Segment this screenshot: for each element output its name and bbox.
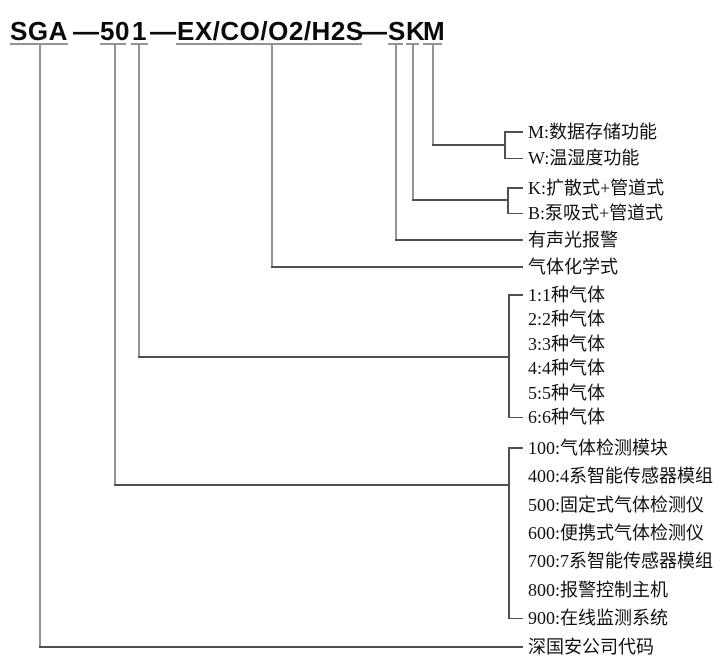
label-alarm: 有声光报警 <box>528 230 618 250</box>
connector-series <box>114 484 509 486</box>
underline-series <box>100 43 126 45</box>
code-sampling-segment: K <box>406 16 426 46</box>
connector-company <box>39 646 523 648</box>
underline-gas-list <box>176 43 362 45</box>
underline-sampling <box>406 43 419 45</box>
label-gas-count-4: 4:4种气体 <box>528 358 606 378</box>
bracket-gas-count-vertical <box>508 294 510 418</box>
bracket-gas-count-tick-top <box>508 294 523 296</box>
bracket-storage-tick-top <box>504 131 523 133</box>
label-gas-count-1: 1:1种气体 <box>528 285 606 305</box>
bracket-series-tick-bottom <box>508 617 523 619</box>
vertical-line-series <box>114 45 116 486</box>
label-company: 深国安公司代码 <box>528 637 654 657</box>
underline-company <box>10 43 68 45</box>
bracket-series-tick-top <box>508 447 523 449</box>
label-storage-option-m: M:数据存储功能 <box>528 122 658 142</box>
label-series-700: 700:7系智能传感器模组 <box>528 551 714 571</box>
label-gas-type: 气体化学式 <box>528 257 618 277</box>
label-series-900: 900:在线监测系统 <box>528 608 669 628</box>
label-gas-count-5: 5:5种气体 <box>528 383 606 403</box>
vertical-line-alarm <box>395 45 397 241</box>
vertical-line-gas-list <box>271 45 273 268</box>
bracket-storage-tick-bottom <box>504 157 523 159</box>
code-dash-2: — <box>150 16 176 46</box>
code-dash-3: — <box>361 16 387 46</box>
bracket-storage-vertical <box>504 131 506 159</box>
label-sampling-option-k: K:扩散式+管道式 <box>528 178 665 198</box>
code-dash-1: — <box>73 16 99 46</box>
label-storage-option-w: W:温湿度功能 <box>528 148 640 168</box>
connector-storage <box>432 144 505 146</box>
code-gas-count-segment: 1 <box>132 16 147 46</box>
label-series-500: 500:固定式气体检测仪 <box>528 495 705 515</box>
code-gas-list-segment: EX/CO/O2/H2S <box>177 16 364 46</box>
code-company-segment: SGA <box>10 16 68 46</box>
label-gas-count-3: 3:3种气体 <box>528 334 606 354</box>
underline-storage <box>423 43 442 45</box>
bracket-sampling-vertical <box>507 187 509 214</box>
connector-gas-count <box>138 356 509 358</box>
underline-alarm <box>388 43 403 45</box>
vertical-line-company <box>39 45 41 647</box>
bracket-series-vertical <box>508 447 510 619</box>
vertical-line-gas-count <box>138 45 140 358</box>
vertical-line-sampling <box>412 45 414 201</box>
bracket-sampling-tick-top <box>507 187 523 189</box>
underline-gas-count <box>131 43 148 45</box>
bracket-sampling-tick-bottom <box>507 212 523 214</box>
label-series-800: 800:报警控制主机 <box>528 580 669 600</box>
label-sampling-option-b: B:泵吸式+管道式 <box>528 203 664 223</box>
connector-alarm <box>395 239 523 241</box>
label-gas-count-2: 2:2种气体 <box>528 309 606 329</box>
vertical-line-storage <box>432 45 434 146</box>
label-series-400: 400:4系智能传感器模组 <box>528 466 714 486</box>
label-gas-count-6: 6:6种气体 <box>528 407 606 427</box>
label-series-600: 600:便携式气体检测仪 <box>528 523 705 543</box>
label-series-100: 100:气体检测模块 <box>528 438 669 458</box>
code-storage-segment: M <box>423 16 446 46</box>
connector-gas-list <box>271 266 523 268</box>
connector-sampling <box>412 199 508 201</box>
code-alarm-segment: S <box>388 16 406 46</box>
bracket-gas-count-tick-bottom <box>508 416 523 418</box>
code-series-segment: 50 <box>100 16 130 46</box>
